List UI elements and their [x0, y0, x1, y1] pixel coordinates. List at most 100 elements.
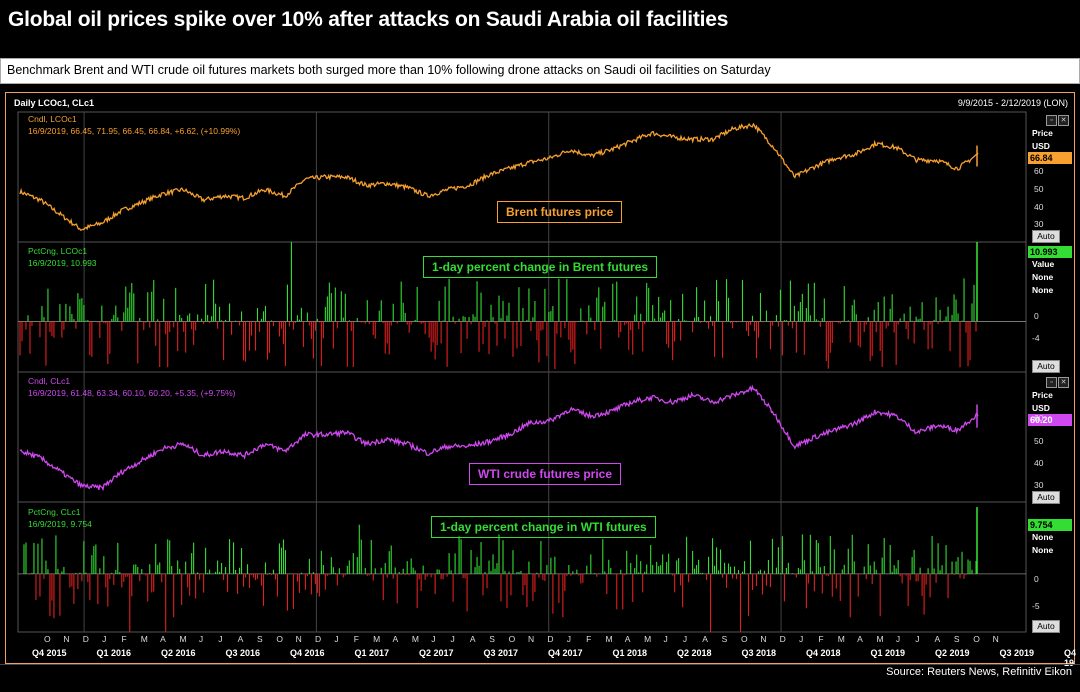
month-tick-label: M — [411, 634, 419, 644]
month-tick-label: J — [450, 634, 455, 644]
wti-change-annotation: 1-day percent change in WTI futures — [431, 516, 656, 538]
month-tick-label: A — [857, 634, 863, 644]
quarter-tick-label: Q3 2019 — [999, 648, 1035, 658]
brent-y-tick: 40 — [1034, 202, 1044, 212]
close-icon[interactable]: ✕ — [1058, 377, 1069, 388]
quarter-tick-label: Q2 2016 — [161, 648, 196, 658]
wti-change-auto-scale-button[interactable]: Auto — [1032, 620, 1060, 633]
page-title: Global oil prices spike over 10% after a… — [8, 8, 729, 31]
month-tick-label: A — [237, 634, 244, 644]
month-tick-label: F — [818, 634, 824, 644]
month-tick-label: M — [837, 634, 845, 644]
panel3-controls: ▫ ✕ — [1045, 376, 1069, 388]
month-tick-label: J — [682, 634, 688, 644]
wti-change-info-line1: PctCng, CLc1 — [28, 507, 81, 517]
close-icon[interactable]: ✕ — [1058, 115, 1069, 126]
month-tick-label: A — [392, 634, 399, 644]
brent-change-y-tick: 0 — [1034, 311, 1039, 321]
wti-change-y-tick: 0 — [1034, 574, 1039, 584]
wti-change-last-badge: 9.754 — [1028, 519, 1072, 531]
chart-frame — [5, 92, 1075, 664]
panel-border — [17, 501, 1027, 633]
quarter-tick-label: Q4 2015 — [32, 648, 67, 658]
quarter-tick-label: Q1 2019 — [870, 648, 906, 658]
month-tick-label: N — [295, 634, 302, 644]
month-tick-label: J — [102, 634, 107, 644]
month-tick-label: D — [82, 634, 89, 644]
month-tick-label: N — [528, 634, 535, 644]
month-tick-label: D — [779, 634, 786, 644]
month-tick-label: S — [489, 634, 495, 644]
brent-change-last-badge: 10.993 — [1028, 246, 1072, 258]
month-tick-label: A — [702, 634, 708, 644]
source-divider — [0, 664, 1080, 665]
brent-auto-scale-button[interactable]: Auto — [1032, 230, 1060, 243]
quarter-tick-label: Q1 2018 — [612, 648, 648, 658]
month-tick-label: J — [198, 634, 204, 644]
brent-change-info-line1: PctCng, LCOc1 — [28, 246, 88, 256]
month-tick-label: M — [140, 634, 148, 644]
brent-annotation: Brent futures price — [497, 201, 623, 223]
month-tick-label: A — [624, 634, 631, 644]
quarter-tick-label: Q3 2017 — [483, 648, 519, 658]
chart-header-instruments: Daily LCOc1, CLc1 — [14, 98, 95, 108]
subtitle: Benchmark Brent and WTI crude oil future… — [7, 63, 771, 77]
month-tick-label: O — [740, 634, 748, 644]
month-tick-label: F — [586, 634, 592, 644]
month-tick-label: J — [334, 634, 339, 644]
month-tick-label: F — [121, 634, 127, 644]
brent-change-auto-scale-button[interactable]: Auto — [1032, 360, 1060, 373]
month-tick-label: J — [895, 634, 901, 644]
chart-header-date-range: 9/9/2015 - 2/12/2019 (LON) — [957, 98, 1068, 108]
wti-auto-scale-button[interactable]: Auto — [1032, 491, 1060, 504]
wti-annotation: WTI crude futures price — [469, 463, 622, 485]
brent-price-line — [19, 122, 979, 231]
quarter-tick-label: Q2 2019 — [935, 648, 970, 658]
subtitle-box: Benchmark Brent and WTI crude oil future… — [0, 58, 1080, 84]
month-tick-label: O — [276, 634, 283, 644]
brent-change-value-label: Value — [1032, 259, 1055, 269]
wti-y-tick: 30 — [1034, 480, 1044, 490]
source-credit: Source: Reuters News, Refinitiv Eikon — [886, 666, 1072, 678]
wti-last-price-badge: 60.20 — [1028, 414, 1072, 426]
month-tick-label: N — [760, 634, 767, 644]
quarter-tick-label: Q1 2016 — [96, 648, 132, 658]
brent-y-tick: 60 — [1034, 166, 1044, 176]
month-tick-label: S — [256, 634, 263, 644]
wti-info-line2: 16/9/2019, 61.48, 63.34, 60.10, 60.20, +… — [28, 388, 236, 398]
month-tick-label: F — [353, 634, 359, 644]
brent-change-info-line2: 16/9/2019, 10.993 — [28, 258, 97, 268]
brent-change-none-label: None — [1032, 272, 1054, 282]
month-tick-label: M — [644, 634, 652, 644]
brent-unit-price: Price — [1032, 128, 1053, 138]
month-tick-label: O — [508, 634, 516, 644]
month-tick-label: J — [915, 634, 920, 644]
quarter-tick-label: Q2 2018 — [677, 648, 712, 658]
wti-y-tick: 60 — [1034, 413, 1044, 423]
month-tick-label: S — [721, 634, 728, 644]
wti-change-y-tick: -5 — [1032, 601, 1040, 611]
month-tick-label: A — [469, 634, 476, 644]
brent-y-tick: 50 — [1034, 184, 1044, 194]
brent-change-none-label: None — [1032, 285, 1054, 295]
brent-info-line2: 16/9/2019, 66.45, 71.95, 66.45, 66.84, +… — [28, 126, 241, 136]
month-tick-label: J — [566, 634, 571, 644]
month-tick-label: N — [992, 634, 999, 644]
month-tick-label: S — [953, 634, 960, 644]
month-tick-label: J — [799, 634, 804, 644]
wti-price-line — [19, 384, 979, 492]
quarter-tick-label: Q1 2017 — [354, 648, 390, 658]
quarter-tick-label: Q4 2017 — [548, 648, 583, 658]
month-tick-label: J — [663, 634, 668, 644]
quarter-tick-label: Q2 2017 — [419, 648, 454, 658]
wti-y-tick: 40 — [1034, 458, 1044, 468]
month-tick-label: D — [547, 634, 554, 644]
wti-change-info-line2: 16/9/2019, 9.754 — [28, 519, 92, 529]
quarter-tick-label: Q3 2018 — [741, 648, 777, 658]
month-tick-label: M — [876, 634, 884, 644]
quarter-tick-label: Q4 19 — [1064, 648, 1077, 668]
month-tick-label: J — [218, 634, 223, 644]
maximize-icon[interactable]: ▫ — [1046, 115, 1057, 126]
maximize-icon[interactable]: ▫ — [1046, 377, 1057, 388]
